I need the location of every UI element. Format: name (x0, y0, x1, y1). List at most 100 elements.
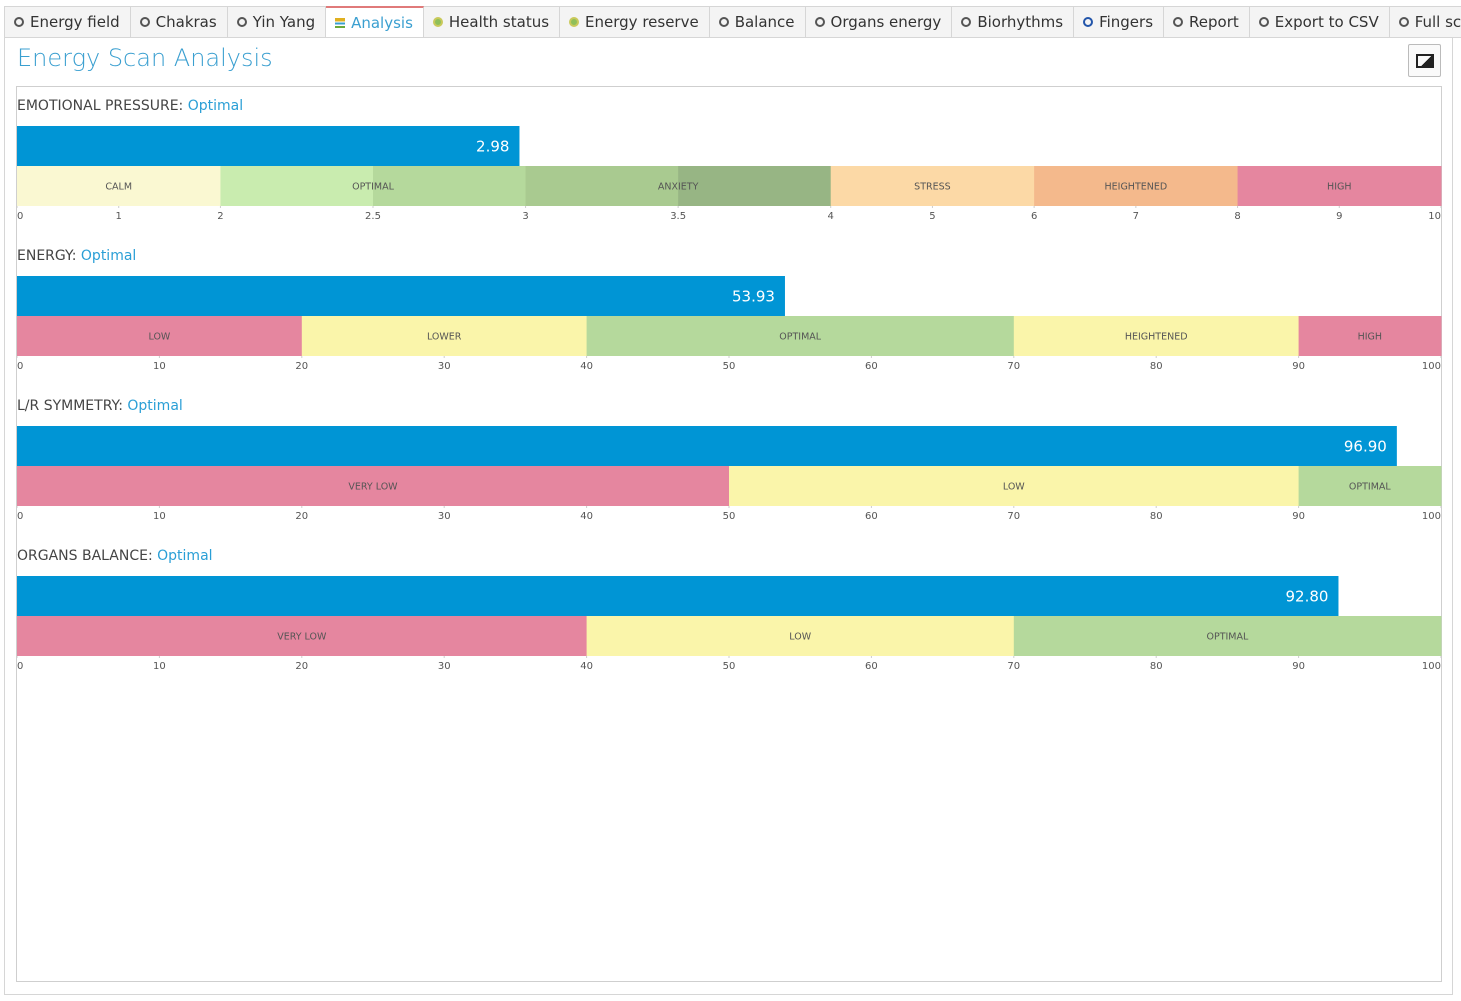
x-tick-label: 90 (1292, 511, 1305, 522)
value-label: 2.98 (476, 138, 509, 156)
zone-label: CALM (105, 182, 132, 193)
tab[interactable]: Energy field (4, 6, 131, 38)
zone (1237, 166, 1442, 206)
value-label: 92.80 (1286, 588, 1329, 606)
x-tick-label: 60 (865, 661, 878, 672)
x-tick-label: 30 (438, 661, 451, 672)
tab-label: Health status (448, 13, 550, 31)
tab-icon (1398, 17, 1409, 27)
x-tick-label: 10 (1428, 211, 1441, 222)
zone (1298, 316, 1442, 356)
zone (17, 316, 303, 356)
zone (17, 166, 221, 206)
tab-label: Balance (734, 13, 795, 31)
zone-label: LOW (148, 332, 170, 343)
tab-icon (1173, 17, 1184, 27)
zone (1013, 616, 1442, 656)
x-tick-label: 50 (723, 361, 736, 372)
tab-icon (814, 17, 825, 27)
tab[interactable]: Fingers (1074, 6, 1165, 38)
tab[interactable]: Export to CSV (1249, 6, 1390, 38)
zone-label: HEIGHTENED (1125, 332, 1188, 343)
x-tick-label: 1 (116, 211, 122, 222)
x-tick-label: 10 (153, 361, 166, 372)
x-tick-label: 20 (295, 511, 308, 522)
metric-status: Optimal (81, 248, 136, 264)
tab-icon (718, 17, 729, 27)
zone (1013, 316, 1300, 356)
zone-label: OPTIMAL (352, 182, 395, 193)
tab[interactable]: Health status (423, 6, 561, 38)
x-tick-label: 0 (17, 361, 23, 372)
x-tick-label: 30 (438, 511, 451, 522)
tab-icon (1258, 17, 1269, 27)
x-tick-label: 3 (522, 211, 528, 222)
metric-heading: L/R SYMMETRY: Optimal (17, 398, 183, 414)
zone (586, 616, 1015, 656)
x-tick-label: 9 (1336, 211, 1342, 222)
tab-label: Export to CSV (1274, 13, 1379, 31)
tab[interactable]: Analysis (326, 6, 424, 38)
tab-label: Chakras (155, 13, 217, 31)
value-bar (17, 126, 520, 166)
image-icon (1416, 54, 1434, 68)
x-tick-label: 40 (580, 661, 593, 672)
x-tick-label: 3.5 (670, 211, 686, 222)
metric-label: EMOTIONAL PRESSURE: (17, 98, 183, 114)
x-tick-label: 0 (17, 661, 23, 672)
image-button[interactable] (1408, 44, 1441, 77)
zone-label: OPTIMAL (1206, 632, 1249, 643)
zone (17, 466, 730, 506)
tab[interactable]: Organs energy (805, 6, 953, 38)
zone (830, 166, 1035, 206)
tab-label: Fingers (1099, 13, 1154, 31)
tab-icon (14, 17, 24, 27)
zone-label: OPTIMAL (779, 332, 822, 343)
zone (586, 316, 1015, 356)
zone-label: HIGH (1358, 332, 1382, 343)
chart-box (16, 86, 1442, 982)
metric-status: Optimal (157, 548, 212, 564)
value-bar (17, 426, 1397, 466)
tab-label: Full screen (1414, 13, 1461, 31)
x-tick-label: 4 (828, 211, 834, 222)
x-tick-label: 20 (295, 361, 308, 372)
tab[interactable]: Report (1164, 6, 1250, 38)
tab-label: Yin Yang (252, 13, 316, 31)
x-tick-label: 90 (1292, 661, 1305, 672)
tab-icon (569, 17, 580, 27)
metric-status: Optimal (127, 398, 182, 414)
x-tick-label: 100 (1422, 511, 1441, 522)
tab-label: Report (1189, 13, 1239, 31)
tab-icon (335, 17, 346, 28)
x-tick-label: 60 (865, 511, 878, 522)
tab-icon (1083, 17, 1094, 27)
x-tick-label: 100 (1422, 661, 1441, 672)
zone (373, 166, 527, 206)
x-tick-label: 80 (1150, 661, 1163, 672)
x-tick-label: 80 (1150, 361, 1163, 372)
value-label: 53.93 (732, 288, 775, 306)
zone-label: LOW (789, 632, 811, 643)
tab-icon (961, 17, 972, 27)
metric-heading: EMOTIONAL PRESSURE: Optimal (17, 98, 243, 114)
tab[interactable]: Energy reserve (560, 6, 710, 38)
x-tick-label: 0 (17, 211, 23, 222)
x-tick-label: 50 (723, 511, 736, 522)
tab-label: Organs energy (830, 13, 942, 31)
x-tick-label: 100 (1422, 361, 1441, 372)
x-tick-label: 70 (1007, 511, 1020, 522)
metric-heading: ENERGY: Optimal (17, 248, 136, 264)
zone (1298, 466, 1442, 506)
x-tick-label: 90 (1292, 361, 1305, 372)
value-bar (17, 576, 1339, 616)
zone-label: ANXIETY (658, 182, 699, 193)
zone (17, 616, 588, 656)
tab-label: Energy reserve (585, 13, 699, 31)
x-tick-label: 40 (580, 361, 593, 372)
x-tick-label: 80 (1150, 511, 1163, 522)
x-tick-label: 60 (865, 361, 878, 372)
metric-label: L/R SYMMETRY: (17, 398, 123, 414)
zone (1034, 166, 1239, 206)
